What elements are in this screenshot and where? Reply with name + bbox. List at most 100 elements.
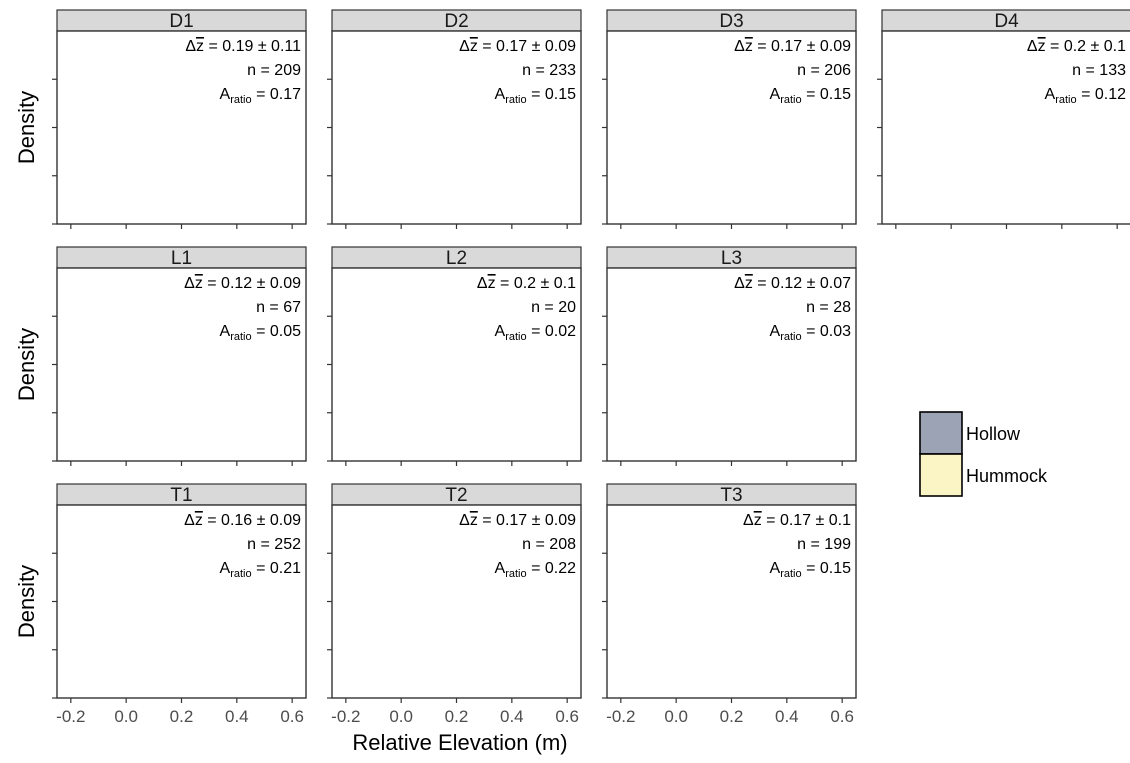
facet-panel-d1: D1 Δz = 0.19 ± 0.11 n = 209 Aratio = 0.17 xyxy=(56,9,307,225)
aratio-eq: = xyxy=(802,560,820,577)
annotation-aratio: Aratio = 0.05 xyxy=(220,323,302,343)
dz-mean: 0.12 xyxy=(221,275,252,292)
facet-panel-d4: D4 Δz = 0.2 ± 0.1 n = 133 Aratio = 0.12 xyxy=(881,9,1130,225)
x-tick-label: 0.2 xyxy=(170,707,194,726)
x-tick-label: 0.4 xyxy=(775,707,799,726)
n-value: 209 xyxy=(274,62,301,79)
n-value: 208 xyxy=(549,536,576,553)
x-tick-label: -0.2 xyxy=(331,707,360,726)
dz-eq: = xyxy=(753,38,771,55)
dz-mean: 0.19 xyxy=(222,38,253,55)
dz-eq: = xyxy=(478,512,496,529)
legend-swatch xyxy=(919,411,963,455)
aratio-eq: = xyxy=(1077,86,1095,103)
dz-symbol: Δ xyxy=(459,38,470,55)
aratio-sub: ratio xyxy=(505,94,526,106)
x-tick-label: 0.2 xyxy=(445,707,469,726)
dz-symbol-z: z xyxy=(745,38,753,55)
aratio-sub: ratio xyxy=(230,331,251,343)
aratio-a: A xyxy=(495,323,506,340)
n-label: n = xyxy=(522,536,549,553)
panel-border xyxy=(606,267,857,462)
aratio-eq: = xyxy=(802,323,820,340)
aratio-sub: ratio xyxy=(505,568,526,580)
annotation-n: n = 208 xyxy=(522,536,576,553)
aratio-value: 0.17 xyxy=(270,86,301,103)
dz-symbol-z: z xyxy=(488,275,496,292)
legend-label: Hollow xyxy=(966,424,1021,444)
aratio-value: 0.21 xyxy=(270,560,301,577)
n-label: n = xyxy=(797,62,824,79)
legend-item-hummock: Hummock xyxy=(919,453,1048,497)
dz-sd: 0.09 xyxy=(545,512,576,529)
aratio-sub: ratio xyxy=(780,568,801,580)
aratio-value: 0.22 xyxy=(545,560,576,577)
aratio-a: A xyxy=(220,323,231,340)
panel-border xyxy=(331,267,582,462)
n-value: 206 xyxy=(824,62,851,79)
n-value: 133 xyxy=(1099,62,1126,79)
annotation-n: n = 133 xyxy=(1072,62,1126,79)
dz-pm: ± xyxy=(527,512,545,529)
annotation-aratio: Aratio = 0.15 xyxy=(770,560,852,580)
annotation-dz: Δz = 0.2 ± 0.1 xyxy=(1027,38,1126,55)
dz-mean: 0.17 xyxy=(780,512,811,529)
n-value: 233 xyxy=(549,62,576,79)
n-label: n = xyxy=(247,62,274,79)
n-value: 28 xyxy=(833,299,851,316)
facet-strip-label: T2 xyxy=(445,485,467,506)
n-label: n = xyxy=(256,299,283,316)
dz-eq: = xyxy=(496,275,514,292)
annotation-n: n = 233 xyxy=(522,62,576,79)
panel-border xyxy=(56,30,307,225)
facet-panel-d3: D3 Δz = 0.17 ± 0.09 n = 206 Aratio = 0.15 xyxy=(606,9,857,225)
n-label: n = xyxy=(522,62,549,79)
dz-sd: 0.09 xyxy=(270,275,301,292)
dz-pm: ± xyxy=(802,38,820,55)
dz-mean: 0.16 xyxy=(221,512,252,529)
dz-pm: ± xyxy=(802,275,820,292)
dz-mean: 0.12 xyxy=(771,275,802,292)
dz-symbol-z: z xyxy=(745,275,753,292)
dz-symbol-z: z xyxy=(196,38,204,55)
annotation-dz: Δz = 0.16 ± 0.09 xyxy=(184,512,301,529)
dz-sd: 0.1 xyxy=(554,275,576,292)
dz-symbol-z: z xyxy=(195,512,203,529)
aratio-value: 0.05 xyxy=(270,323,301,340)
n-value: 252 xyxy=(274,536,301,553)
dz-mean: 0.17 xyxy=(496,38,527,55)
aratio-sub: ratio xyxy=(230,568,251,580)
aratio-a: A xyxy=(220,560,231,577)
dz-pm: ± xyxy=(527,38,545,55)
dz-eq: = xyxy=(762,512,780,529)
legend: Hollow Hummock xyxy=(919,411,1048,497)
aratio-a: A xyxy=(495,86,506,103)
x-tick-label: 0.4 xyxy=(225,707,249,726)
dz-symbol: Δ xyxy=(184,275,195,292)
aratio-value: 0.15 xyxy=(545,86,576,103)
aratio-eq: = xyxy=(527,86,545,103)
dz-sd: 0.1 xyxy=(1104,38,1126,55)
x-axis-title: Relative Elevation (m) xyxy=(352,730,567,755)
annotation-aratio: Aratio = 0.02 xyxy=(495,323,577,343)
annotation-dz: Δz = 0.17 ± 0.1 xyxy=(743,512,851,529)
dz-mean: 0.2 xyxy=(514,275,536,292)
dz-mean: 0.17 xyxy=(496,512,527,529)
dz-symbol: Δ xyxy=(459,512,470,529)
aratio-eq: = xyxy=(527,323,545,340)
aratio-sub: ratio xyxy=(230,94,251,106)
annotation-dz: Δz = 0.19 ± 0.11 xyxy=(185,38,301,55)
facet-panel-l3: L3 Δz = 0.12 ± 0.07 n = 28 Aratio = 0.03 xyxy=(606,246,857,462)
dz-eq: = xyxy=(203,512,221,529)
dz-pm: ± xyxy=(253,38,271,55)
dz-sd: 0.11 xyxy=(271,38,301,55)
panel-border xyxy=(606,30,857,225)
dz-symbol: Δ xyxy=(184,512,195,529)
panel-border xyxy=(56,504,307,699)
facet-strip-label: T3 xyxy=(720,485,742,506)
annotation-dz: Δz = 0.2 ± 0.1 xyxy=(477,275,576,292)
n-value: 199 xyxy=(824,536,851,553)
facet-strip-label: D4 xyxy=(994,11,1019,32)
dz-symbol: Δ xyxy=(743,512,754,529)
